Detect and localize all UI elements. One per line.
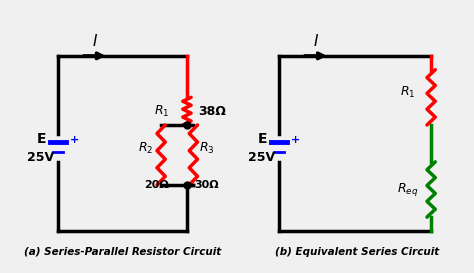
Text: E: E [258, 132, 268, 146]
Text: (a) Series-Parallel Resistor Circuit: (a) Series-Parallel Resistor Circuit [24, 247, 221, 257]
Text: 30Ω: 30Ω [194, 180, 219, 190]
Text: $I$: $I$ [313, 33, 319, 49]
Text: E: E [37, 132, 46, 146]
Text: 25V: 25V [248, 151, 275, 164]
Text: $I$: $I$ [92, 33, 98, 49]
Text: 38Ω: 38Ω [199, 105, 226, 118]
Text: +: + [291, 135, 300, 145]
Text: +: + [70, 135, 79, 145]
Text: (b) Equivalent Series Circuit: (b) Equivalent Series Circuit [275, 247, 439, 257]
Text: $R_3$: $R_3$ [199, 141, 215, 156]
Text: $R_{eq}$: $R_{eq}$ [397, 181, 418, 198]
Text: $R_2$: $R_2$ [138, 141, 153, 156]
Text: $R_1$: $R_1$ [401, 85, 416, 100]
Text: $R_1$: $R_1$ [154, 104, 169, 119]
Text: 25V: 25V [27, 151, 54, 164]
Text: 20Ω: 20Ω [145, 180, 169, 190]
